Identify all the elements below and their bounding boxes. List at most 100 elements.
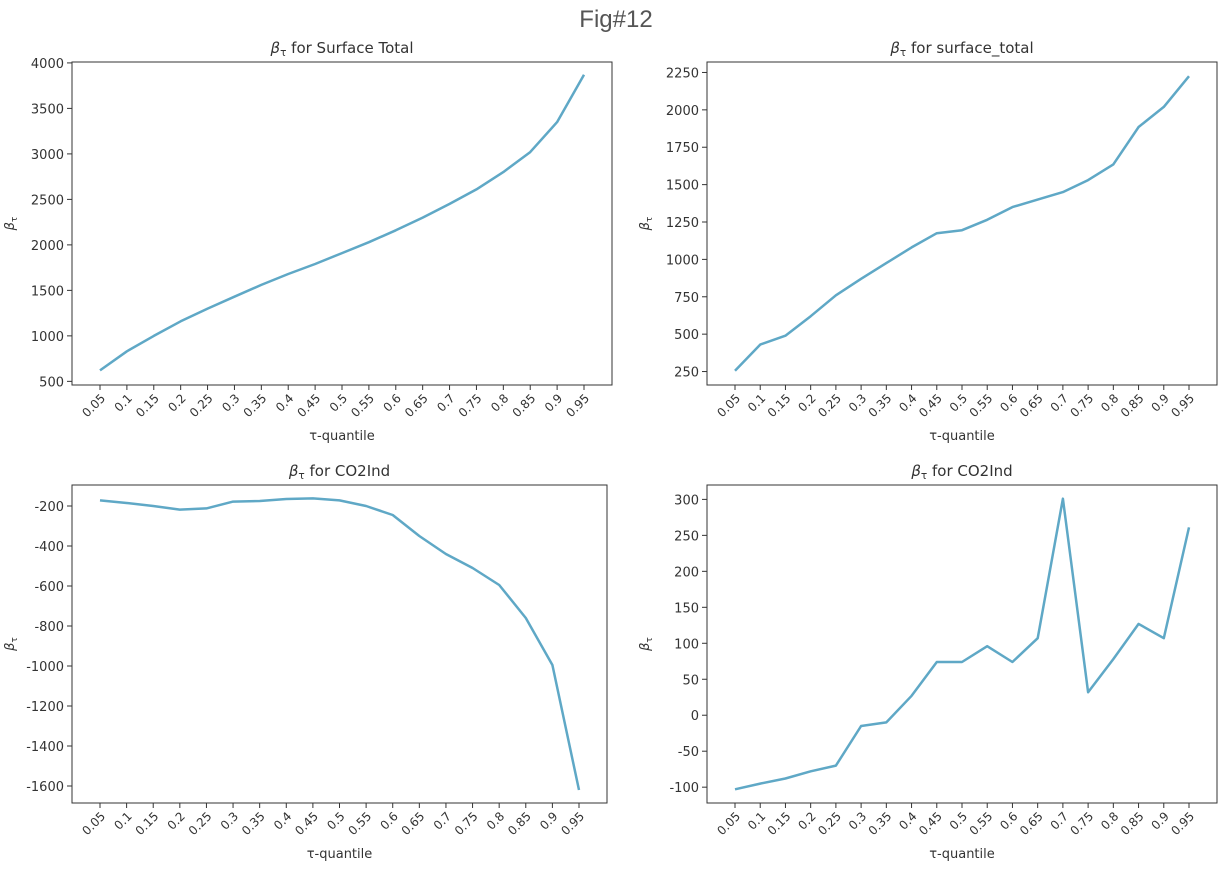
x-axis-label: τ-quantile <box>929 847 995 862</box>
x-tick-label: 0.05 <box>714 391 743 420</box>
y-tick-label: 1000 <box>31 330 64 345</box>
y-tick-label: 500 <box>674 328 699 343</box>
y-tick-label: 3000 <box>31 148 64 163</box>
x-tick-label: 0.85 <box>1118 809 1147 838</box>
x-tick-label: 0.75 <box>1067 391 1096 420</box>
y-tick-label: 2000 <box>31 239 64 254</box>
x-tick-label: 0.9 <box>537 809 560 832</box>
x-tick-label: 0.75 <box>1067 809 1096 838</box>
y-tick-label: 3500 <box>31 102 64 117</box>
y-tick-label: 1250 <box>666 216 699 231</box>
x-tick-label: 0.4 <box>271 809 294 832</box>
x-tick-label: 0.2 <box>165 809 188 832</box>
x-tick-label: 0.4 <box>273 391 296 414</box>
y-tick-label: -600 <box>34 580 64 595</box>
y-tick-label: 0 <box>691 709 699 724</box>
y-tick-label: -1400 <box>26 740 64 755</box>
y-tick-label: 1000 <box>666 253 699 268</box>
x-tick-label: 0.25 <box>186 809 215 838</box>
x-tick-label: 0.6 <box>377 809 400 832</box>
y-tick-label: -100 <box>669 781 699 796</box>
y-axis-label: βτ <box>3 637 20 652</box>
x-tick-label: 0.9 <box>542 391 565 414</box>
chart-title: βτ for CO2Ind <box>288 462 390 482</box>
y-tick-label: -200 <box>34 500 64 515</box>
y-tick-label: 1500 <box>31 284 64 299</box>
chart-panel-3: -200 -400 -600 -800 -1000 -1200 -1400 -1600 0.05… <box>3 462 608 862</box>
x-tick-label: 0.15 <box>133 809 162 838</box>
x-tick-label: 0.75 <box>456 391 485 420</box>
x-tick-label: 0.45 <box>916 809 945 838</box>
x-tick-label: 0.35 <box>866 391 895 420</box>
y-axis-label: βτ <box>638 216 655 231</box>
x-tick-label: 0.2 <box>165 391 188 414</box>
y-tick-label: 1500 <box>666 179 699 194</box>
x-axis-label: τ-quantile <box>929 429 995 444</box>
x-tick-label: 0.55 <box>345 809 374 838</box>
x-tick-label: 0.65 <box>402 391 431 420</box>
y-tick-label: 250 <box>674 366 699 381</box>
x-tick-label: 0.85 <box>505 809 534 838</box>
y-tick-label: -1000 <box>26 660 64 675</box>
x-tick-label: 0.25 <box>187 391 216 420</box>
y-tick-label: 2000 <box>666 104 699 119</box>
x-tick-label: 0.65 <box>1017 809 1046 838</box>
x-tick-label: 0.05 <box>714 809 743 838</box>
chart-title: βτ for surface_total <box>889 39 1033 59</box>
plot-frame <box>706 484 1218 804</box>
x-tick-label: 0.85 <box>1118 391 1147 420</box>
series-line <box>734 497 1191 791</box>
y-tick-label: -1600 <box>26 780 64 795</box>
x-tick-label: 0.85 <box>510 391 539 420</box>
y-tick-label: 250 <box>674 529 699 544</box>
x-tick-label: 0.35 <box>241 391 270 420</box>
y-tick-label: 150 <box>674 601 699 616</box>
x-tick-label: 0.8 <box>484 809 507 832</box>
x-tick-label: 0.1 <box>112 391 135 414</box>
x-tick-label: 0.7 <box>434 391 457 414</box>
x-tick-label: 0.55 <box>967 809 996 838</box>
y-tick-label: 50 <box>682 673 699 688</box>
x-tick-label: 0.5 <box>324 809 347 832</box>
x-tick-label: 0.3 <box>218 809 241 832</box>
x-tick-label: 0.15 <box>765 391 794 420</box>
x-tick-label: 0.1 <box>111 809 134 832</box>
y-tick-label: 2250 <box>666 66 699 81</box>
y-tick-label: 500 <box>39 375 64 390</box>
x-tick-label: 0.45 <box>292 809 321 838</box>
y-tick-label: -50 <box>678 745 699 760</box>
y-tick-label: 1750 <box>666 141 699 156</box>
x-tick-label: 0.35 <box>239 809 268 838</box>
x-tick-label: 0.05 <box>79 391 108 420</box>
series-line <box>734 75 1190 372</box>
x-tick-label: 0.8 <box>488 391 511 414</box>
x-tick-label: 0.95 <box>558 809 587 838</box>
y-axis-label: βτ <box>638 637 655 652</box>
x-tick-label: 0.45 <box>916 391 945 420</box>
series-line <box>99 74 586 372</box>
y-tick-label: 100 <box>674 637 699 652</box>
x-tick-label: 0.75 <box>452 809 481 838</box>
x-tick-label: 0.95 <box>1168 391 1197 420</box>
x-tick-label: 0.65 <box>1017 391 1046 420</box>
chart-title: βτ for Surface Total <box>269 39 413 59</box>
y-tick-label: 2500 <box>31 193 64 208</box>
y-tick-label: -400 <box>34 540 64 555</box>
x-tick-label: 0.25 <box>815 391 844 420</box>
x-tick-label: 0.15 <box>765 809 794 838</box>
chart-panel-2: 250 500 750 1000 1250 1500 1750 2000 2250 0.05 0.1… <box>638 39 1218 444</box>
chart-title: βτ for CO2Ind <box>910 462 1012 482</box>
x-axis-label: τ-quantile <box>307 847 373 862</box>
y-tick-label: 200 <box>674 565 699 580</box>
x-tick-label: 0.55 <box>967 391 996 420</box>
series-line <box>99 497 581 791</box>
x-tick-label: 0.45 <box>294 391 323 420</box>
x-tick-label: 0.95 <box>563 391 592 420</box>
x-tick-label: 0.15 <box>133 391 162 420</box>
y-tick-label: -1200 <box>26 700 64 715</box>
x-tick-label: 0.05 <box>79 809 108 838</box>
x-axis-label: τ-quantile <box>309 429 375 444</box>
x-tick-label: 0.5 <box>327 391 350 414</box>
